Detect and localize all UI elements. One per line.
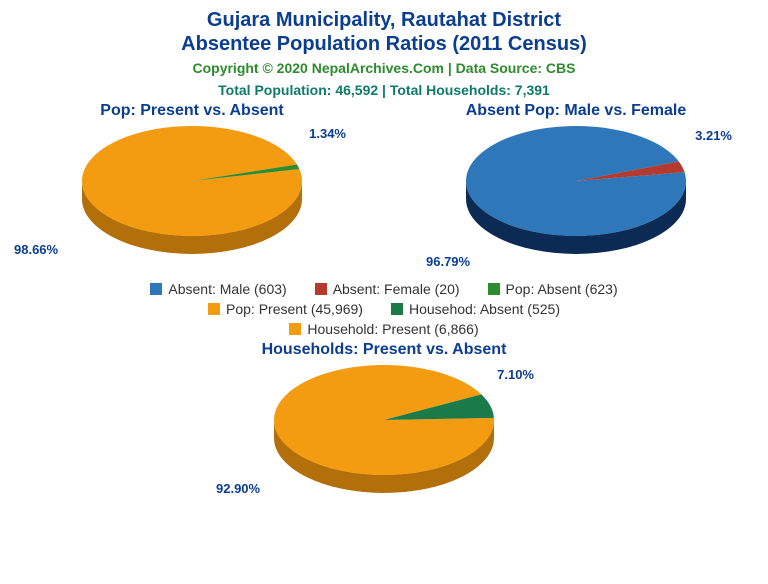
- pie-label: 92.90%: [216, 481, 260, 496]
- chart3-pie: 92.90%7.10%: [234, 361, 534, 514]
- chart1-block: Pop: Present vs. Absent 98.66%1.34%: [42, 102, 342, 275]
- chart-title: Gujara Municipality, Rautahat DistrictAb…: [0, 8, 768, 56]
- legend-label: Pop: Absent (623): [506, 281, 618, 297]
- legend-label: Household: Present (6,866): [307, 321, 478, 337]
- chart2-title: Absent Pop: Male vs. Female: [426, 102, 726, 120]
- chart1-pie: 98.66%1.34%: [42, 122, 342, 275]
- legend-item: Pop: Absent (623): [488, 281, 618, 297]
- pie-label: 96.79%: [426, 254, 470, 269]
- chart3-block: Households: Present vs. Absent 92.90%7.1…: [0, 341, 768, 514]
- legend-label: Househod: Absent (525): [409, 301, 560, 317]
- pie-label: 7.10%: [497, 367, 534, 382]
- top-charts-row: Pop: Present vs. Absent 98.66%1.34% Abse…: [0, 102, 768, 275]
- legend-item: Absent: Female (20): [315, 281, 460, 297]
- legend-label: Absent: Male (603): [168, 281, 286, 297]
- pie-label: 3.21%: [695, 128, 732, 143]
- pie-label: 98.66%: [14, 242, 58, 257]
- legend-swatch: [289, 323, 301, 335]
- chart1-title: Pop: Present vs. Absent: [42, 102, 342, 120]
- legend-label: Absent: Female (20): [333, 281, 460, 297]
- legend-item: Absent: Male (603): [150, 281, 286, 297]
- chart3-title: Households: Present vs. Absent: [0, 341, 768, 359]
- chart-container: Gujara Municipality, Rautahat DistrictAb…: [0, 8, 768, 584]
- legend-item: Househod: Absent (525): [391, 301, 560, 317]
- legend-item: Household: Present (6,866): [289, 321, 478, 337]
- legend-swatch: [391, 303, 403, 315]
- pie-label: 1.34%: [309, 126, 346, 141]
- legend-swatch: [150, 283, 162, 295]
- legend-swatch: [488, 283, 500, 295]
- stats-text: Total Population: 46,592 | Total Househo…: [0, 82, 768, 98]
- copyright-text: Copyright © 2020 NepalArchives.Com | Dat…: [0, 60, 768, 76]
- pie-svg: [234, 361, 534, 509]
- legend-label: Pop: Present (45,969): [226, 301, 363, 317]
- legend-swatch: [315, 283, 327, 295]
- pie-svg: [426, 122, 726, 270]
- legend-item: Pop: Present (45,969): [208, 301, 363, 317]
- legend-swatch: [208, 303, 220, 315]
- chart2-pie: 96.79%3.21%: [426, 122, 726, 275]
- chart2-block: Absent Pop: Male vs. Female 96.79%3.21%: [426, 102, 726, 275]
- pie-svg: [42, 122, 342, 270]
- legend: Absent: Male (603) Absent: Female (20) Pop…: [124, 281, 644, 337]
